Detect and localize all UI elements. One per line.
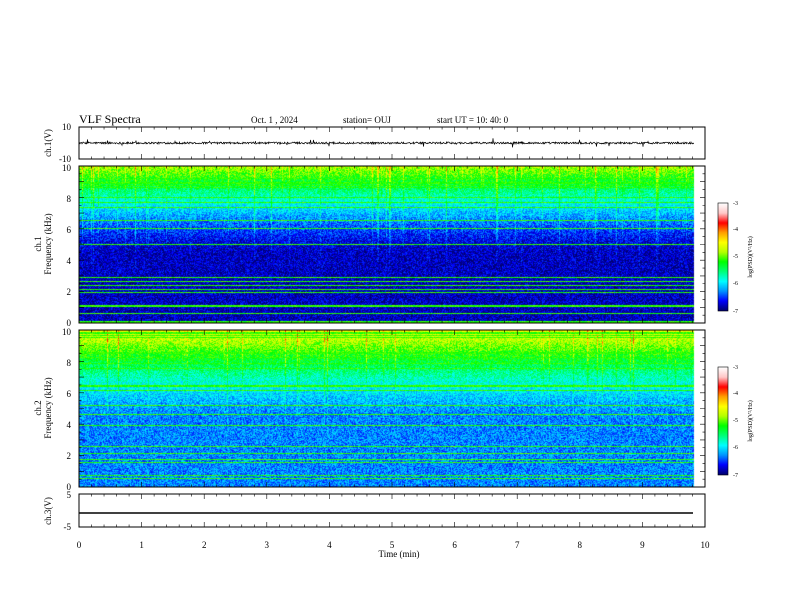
- ch2-colorbar: [718, 367, 728, 475]
- x-tick-label: 10: [701, 540, 711, 550]
- ch3-waveform-panel: 5 -5 ch.3(V): [43, 490, 706, 532]
- cb2-tick-m3: -3: [733, 365, 738, 371]
- tick-marks: [78, 127, 706, 527]
- ch1-spec-ytick-4: 4: [67, 256, 72, 266]
- ch2-spec-ytick-4: 4: [67, 420, 72, 430]
- ch1-ylabel: ch.1(V): [43, 129, 53, 157]
- ch1-spec-ytick-10: 10: [62, 163, 72, 173]
- ch2-spec-ylabel-freq: Frequency (kHz): [43, 377, 53, 438]
- ch1-waveform-panel: 10 -10 ch.1(V): [43, 122, 706, 164]
- ch1-spec-ytick-6: 6: [67, 225, 72, 235]
- x-tick-label: 5: [390, 540, 395, 550]
- header-station: station= OUJ: [343, 115, 391, 125]
- axis-ticks: [78, 127, 706, 527]
- ch1-spec-ytick-0: 0: [67, 318, 72, 328]
- ch1-ytick-bottom: -10: [59, 154, 71, 164]
- ch1-ytick-top: 10: [62, 122, 72, 132]
- x-tick-label: 9: [640, 540, 645, 550]
- ch1-spec-ylabel-ch: ch.1: [33, 236, 43, 251]
- cb2-tick-m6: -6: [733, 445, 738, 451]
- cb1-tick-m4: -4: [733, 227, 738, 233]
- ch1-spectrogram-panel: 10 8 6 4 2 0 ch.1 Frequency (kHz) -3 -4 …: [33, 163, 754, 328]
- x-tick-label: 8: [578, 540, 583, 550]
- ch3-ytick-bottom: -5: [64, 522, 72, 532]
- ch3-ytick-top: 5: [67, 490, 72, 500]
- ch2-spec-ytick-8: 8: [67, 358, 72, 368]
- ch2-spec-ylabel-ch: ch.2: [33, 400, 43, 415]
- ch1-spec-ytick-2: 2: [67, 287, 72, 297]
- cb1-tick-m6: -6: [733, 281, 738, 287]
- x-tick-label: 2: [202, 540, 207, 550]
- ch3-ylabel: ch.3(V): [43, 497, 53, 525]
- cb1-tick-m5: -5: [733, 254, 738, 260]
- ch2-spec-ytick-6: 6: [67, 389, 72, 399]
- x-tick-label: 1: [139, 540, 144, 550]
- x-tick-label: 7: [515, 540, 520, 550]
- cb2-label: log(PSD)(V²/Hz): [747, 400, 754, 441]
- ch2-spectrogram-heatmap: [79, 330, 705, 487]
- ch1-spec-ytick-8: 8: [67, 194, 72, 204]
- cb1-label: log(PSD)(V²/Hz): [747, 236, 754, 277]
- ch2-spectrogram-panel: 10 8 6 4 2 0 ch.2 Frequency (kHz) -3 -4 …: [33, 327, 754, 492]
- ch2-spec-ytick-2: 2: [67, 451, 72, 461]
- header-start-time: start UT = 10: 40: 0: [437, 115, 509, 125]
- ch1-spec-ylabel-freq: Frequency (kHz): [43, 213, 53, 274]
- cb2-tick-m7: -7: [733, 473, 738, 479]
- ch1-spectrogram-heatmap: [79, 166, 705, 323]
- cb2-tick-m5: -5: [733, 418, 738, 424]
- x-tick-label: 0: [77, 540, 82, 550]
- figure-title: VLF Spectra: [79, 112, 141, 126]
- ch1-colorbar: [718, 203, 728, 311]
- x-tick-labels: 0 1 2 3 4 5 6 7 8 9 10: [77, 540, 710, 550]
- ch2-spec-ytick-10: 10: [62, 327, 72, 337]
- header-date: Oct. 1 , 2024: [251, 115, 298, 125]
- cb1-tick-m3: -3: [733, 201, 738, 207]
- x-tick-label: 3: [265, 540, 270, 550]
- x-tick-label: 6: [452, 540, 457, 550]
- x-axis-label: Time (min): [379, 549, 420, 559]
- cb2-tick-m4: -4: [733, 391, 738, 397]
- ch1-waveform-trace: [78, 138, 695, 148]
- ch2-spec-ytick-0: 0: [67, 482, 72, 492]
- cb1-tick-m7: -7: [733, 309, 738, 315]
- x-tick-label: 4: [327, 540, 332, 550]
